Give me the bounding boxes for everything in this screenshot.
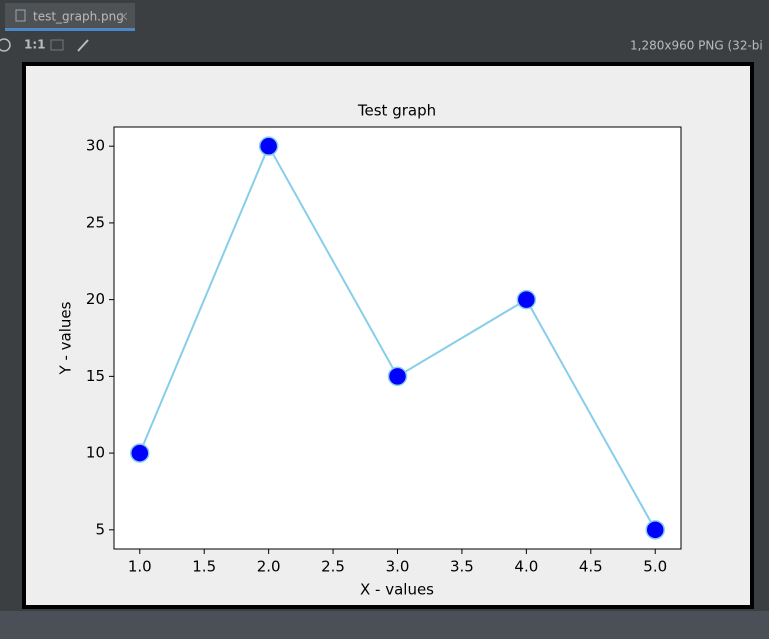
chart-title: Test graph <box>357 102 436 120</box>
zoom-out-button[interactable] <box>0 38 11 52</box>
tab-underline <box>5 28 135 31</box>
plot-area <box>113 126 682 550</box>
data-point <box>258 136 279 156</box>
toolbar <box>0 31 769 60</box>
x-tick-label: 4.5 <box>579 558 603 576</box>
data-point <box>387 366 408 387</box>
y-tick-label: 25 <box>86 213 105 231</box>
x-tick-label: 3.0 <box>386 558 410 576</box>
tab-label[interactable]: test_graph.png <box>33 10 124 24</box>
image-info: 1,280x960 PNG (32-bi <box>630 39 763 53</box>
x-axis-label: X - values <box>360 581 434 599</box>
status-bar <box>0 611 769 639</box>
color-picker-button[interactable] <box>77 39 89 52</box>
x-tick-label: 5.0 <box>643 558 667 576</box>
x-tick-label: 1.5 <box>192 558 216 576</box>
y-axis-label: Y - values <box>57 301 75 375</box>
x-tick-label: 2.5 <box>321 558 345 576</box>
y-tick-label: 15 <box>86 367 105 385</box>
x-tick-label: 3.5 <box>450 558 474 576</box>
y-tick-label: 20 <box>86 290 105 308</box>
fit-button[interactable] <box>50 39 64 51</box>
y-tick-label: 10 <box>86 444 105 462</box>
x-tick-label: 4.0 <box>514 558 538 576</box>
data-point <box>130 443 150 463</box>
zoom-actual-button[interactable]: 1:1 <box>24 38 46 52</box>
y-tick-label: 5 <box>95 520 105 538</box>
tab[interactable] <box>5 3 135 30</box>
x-tick-label: 1.0 <box>128 558 152 576</box>
chart: Test graph X - values Y - values 1.0 1.5 2… <box>57 102 682 599</box>
file-icon <box>15 9 26 22</box>
data-point <box>516 289 537 310</box>
y-tick-label: 30 <box>86 137 105 155</box>
x-tick-label: 2.0 <box>257 558 281 576</box>
data-point <box>645 520 665 540</box>
tab-close[interactable]: × <box>118 10 129 25</box>
